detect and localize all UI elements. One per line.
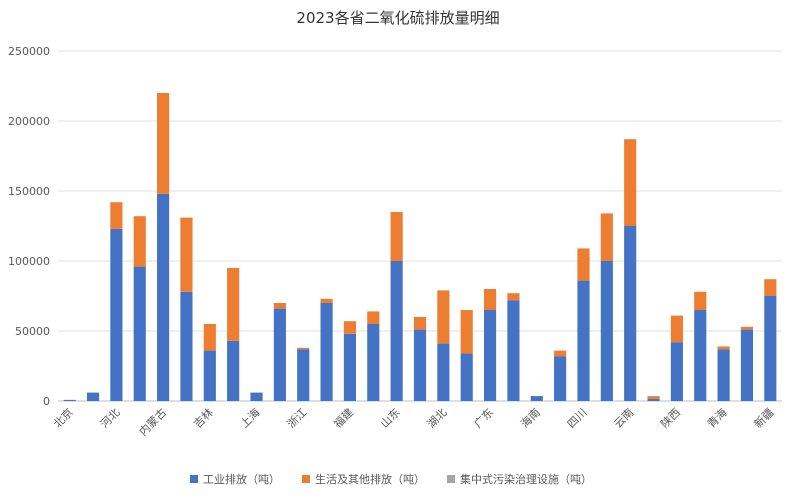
bar-segment-江西-0	[367, 324, 380, 401]
y-tick-label: 150000	[8, 185, 50, 198]
bar-segment-云南-0	[624, 226, 637, 401]
bar-segment-吉林-1	[203, 324, 216, 351]
x-tick-label: 新疆	[751, 405, 776, 430]
bar-segment-甘肃-1	[694, 291, 707, 310]
bar-segment-云南-1	[624, 139, 637, 226]
bar-segment-陕西-0	[670, 342, 683, 401]
bar-segment-贵州-0	[600, 261, 613, 401]
bar-segment-江西-1	[367, 311, 380, 324]
bar-segment-辽宁-0	[180, 291, 193, 401]
bar-segment-广东-0	[483, 310, 497, 401]
x-tick-label: 湖北	[425, 406, 450, 431]
x-tick-label: 上海	[237, 405, 262, 430]
x-tick-label: 陕西	[658, 405, 683, 430]
bar-segment-青海-1	[717, 346, 730, 350]
x-tick-label: 吉林	[190, 405, 215, 430]
bar-segment-天津-0	[86, 392, 100, 401]
y-tick-label: 100000	[8, 255, 50, 268]
legend-swatch	[447, 475, 455, 483]
bar-segment-湖南-1	[460, 310, 473, 354]
bar-segment-辽宁-1	[180, 217, 193, 292]
legend-label: 生活及其他排放（吨）	[315, 472, 425, 486]
legend-label: 工业排放（吨）	[203, 472, 280, 486]
bar-segment-重庆-0	[554, 356, 567, 401]
y-tick-label: 250000	[8, 45, 50, 58]
x-tick-label: 内蒙古	[136, 405, 169, 438]
bar-segment-河北-0	[110, 228, 123, 401]
bar-segment-上海-0	[250, 392, 263, 401]
bar-segment-河南-0	[413, 329, 427, 401]
bar-segment-宁夏-1	[740, 326, 754, 330]
x-tick-label: 青海	[704, 405, 729, 430]
bar-segment-浙江-1	[297, 347, 310, 350]
bar-segment-山西-1	[133, 216, 146, 267]
bar-segment-江苏-1	[273, 303, 286, 309]
bar-segment-山东-1	[390, 212, 403, 261]
bar-segment-黑龙江-1	[227, 268, 240, 341]
bar-segment-河南-1	[413, 317, 427, 330]
bar-segment-吉林-0	[203, 350, 216, 401]
bar-segment-黑龙江-0	[227, 340, 240, 401]
bar-segment-四川-0	[577, 280, 590, 401]
x-tick-label: 四川	[565, 406, 590, 431]
bar-segment-青海-0	[717, 349, 730, 401]
grid	[58, 50, 782, 402]
bar-segment-西藏-1	[647, 396, 660, 399]
legend-swatch	[190, 475, 198, 483]
x-axis: 北京 河北 内蒙古 吉林 上海 浙江 福建 山东 湖北 广东 海南 四川 云南 陕西 青海 新疆	[50, 405, 776, 438]
bar-segment-江苏-0	[273, 308, 286, 401]
bar-segment-福建-0	[343, 333, 357, 401]
bar-segment-广西-0	[507, 300, 520, 401]
bar-segment-湖南-0	[460, 353, 473, 401]
bar-segment-海南-0	[530, 396, 543, 401]
y-tick-label: 200000	[8, 115, 50, 128]
bar-segment-宁夏-0	[740, 329, 754, 401]
bar-segment-河北-1	[110, 202, 123, 229]
bars	[63, 93, 777, 401]
x-tick-label: 福建	[331, 405, 356, 430]
bar-segment-山东-0	[390, 261, 403, 401]
legend-swatch	[302, 475, 310, 483]
x-tick-label: 河北	[98, 406, 123, 431]
bar-segment-陕西-1	[670, 315, 683, 343]
bar-segment-重庆-1	[554, 350, 567, 357]
bar-segment-内蒙古-1	[157, 93, 170, 194]
bar-segment-广东-1	[483, 289, 497, 310]
x-tick-label: 北京	[50, 405, 75, 430]
bar-segment-安徽-0	[320, 303, 333, 401]
y-tick-label: 50000	[15, 325, 50, 338]
bar-segment-广西-1	[507, 293, 520, 301]
x-tick-label: 浙江	[285, 406, 310, 431]
bar-segment-新疆-0	[764, 296, 777, 401]
x-tick-label: 云南	[612, 406, 637, 431]
x-tick-label: 山东	[378, 406, 403, 431]
bar-segment-四川-1	[577, 248, 590, 281]
bar-segment-贵州-1	[600, 213, 613, 261]
watermark-annotation: stardata360.com	[646, 237, 764, 252]
bar-segment-山西-0	[133, 266, 146, 401]
bar-segment-西藏-0	[647, 398, 660, 401]
bar-segment-湖北-1	[437, 290, 450, 344]
bar-segment-福建-1	[343, 321, 357, 334]
bar-segment-北京-0	[63, 399, 76, 401]
chart-title: 2023各省二氧化硫排放量明细	[296, 9, 499, 27]
legend: 工业排放（吨） 生活及其他排放（吨） 集中式污染治理设施（吨）	[190, 472, 592, 486]
bar-segment-新疆-1	[764, 279, 777, 296]
bar-segment-内蒙古-0	[157, 193, 170, 401]
y-tick-label: 0	[43, 395, 50, 408]
legend-label: 集中式污染治理设施（吨）	[460, 472, 592, 486]
y-axis: 0 50000 100000 150000 200000 250000	[8, 45, 50, 408]
bar-segment-甘肃-0	[694, 310, 707, 401]
bar-segment-浙江-0	[297, 349, 310, 401]
x-tick-label: 海南	[517, 405, 542, 430]
bar-segment-湖北-0	[437, 343, 450, 401]
bar-segment-安徽-1	[320, 298, 333, 303]
x-tick-label: 广东	[471, 406, 496, 431]
